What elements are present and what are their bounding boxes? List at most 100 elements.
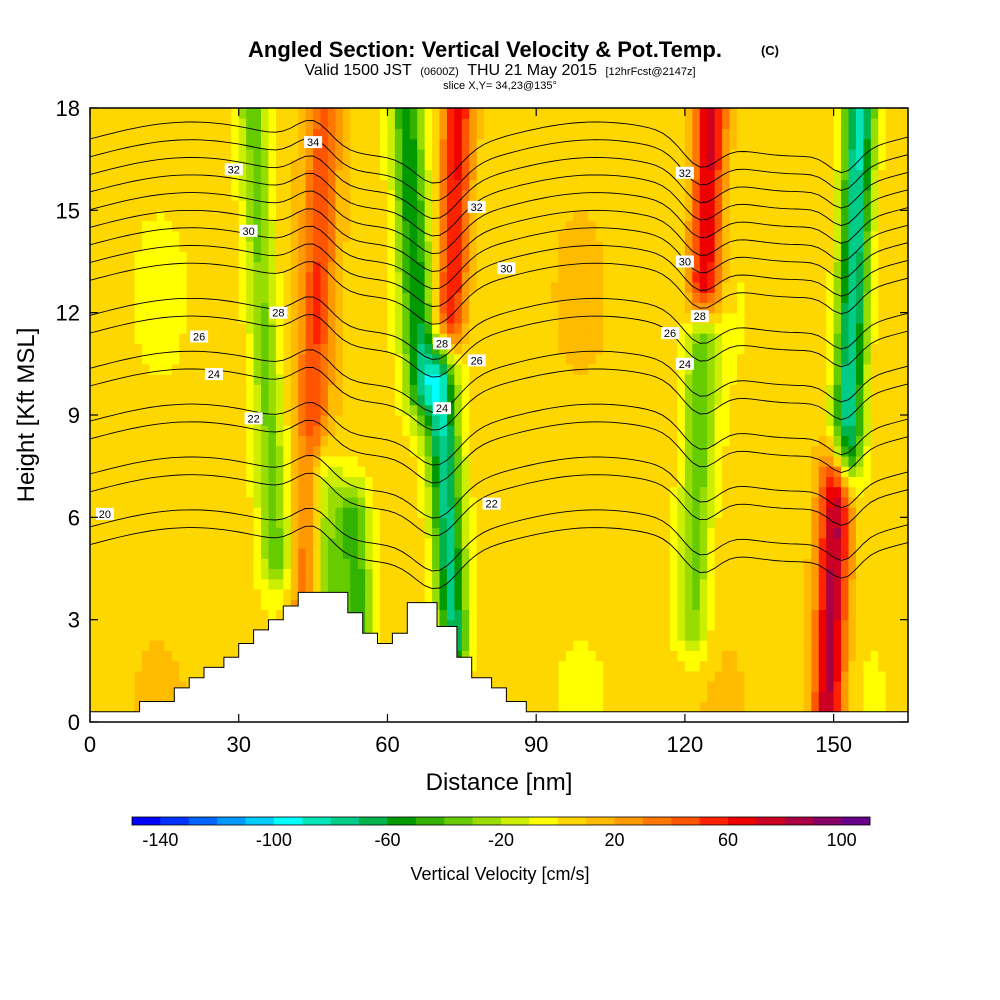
field-cell [112, 660, 121, 672]
field-cell [350, 599, 359, 611]
field-cell [499, 455, 508, 467]
field-cell [469, 159, 478, 170]
field-cell [499, 179, 508, 191]
field-cell [179, 179, 188, 191]
field-cell [491, 128, 500, 140]
field-cell [662, 179, 671, 191]
field-cell [149, 558, 158, 570]
field-cell [446, 455, 455, 467]
field-cell [231, 425, 240, 437]
field-cell [565, 548, 574, 559]
field-cell [97, 128, 106, 140]
field-cell [127, 138, 136, 150]
field-cell [610, 169, 619, 181]
field-cell [625, 322, 634, 334]
field-cell [417, 517, 426, 529]
field-cell [446, 281, 455, 293]
field-cell [164, 548, 173, 559]
field-cell [647, 404, 656, 416]
field-cell [298, 486, 307, 498]
field-cell [461, 271, 470, 283]
field-cell [424, 445, 433, 457]
field-cell [335, 200, 344, 211]
field-cell [365, 384, 374, 396]
field-cell [127, 343, 136, 355]
field-cell [528, 374, 537, 385]
field-cell [655, 353, 664, 365]
field-cell [223, 251, 232, 263]
field-cell [417, 537, 426, 549]
field-cell [573, 496, 582, 508]
field-cell [283, 210, 292, 222]
field-cell [387, 363, 396, 375]
field-cell [625, 650, 634, 662]
field-cell [179, 486, 188, 498]
field-cell [283, 343, 292, 355]
field-cell [551, 496, 560, 508]
field-cell [647, 486, 656, 498]
field-cell [171, 640, 180, 651]
field-cell [268, 200, 277, 211]
field-cell [127, 415, 136, 426]
field-cell [104, 588, 113, 600]
field-cell [305, 527, 314, 539]
field-cell [625, 609, 634, 621]
field-cell [253, 159, 262, 170]
field-cell [134, 363, 143, 375]
field-cell [476, 558, 485, 570]
field-cell [201, 404, 210, 416]
field-cell [655, 241, 664, 252]
field-cell [521, 455, 530, 467]
field-cell [677, 578, 686, 590]
field-cell [446, 251, 455, 263]
field-cell [662, 128, 671, 140]
field-cell [380, 599, 389, 611]
field-cell [112, 312, 121, 324]
field-cell [372, 404, 381, 416]
field-cell [670, 619, 679, 631]
field-cell [454, 507, 463, 518]
field-cell [283, 394, 292, 406]
field-cell [603, 200, 612, 211]
field-cell [551, 200, 560, 211]
field-cell [536, 629, 545, 641]
field-cell [142, 670, 151, 682]
field-cell [521, 210, 530, 222]
field-cell [216, 425, 225, 437]
field-cell [595, 404, 604, 416]
field-cell [290, 128, 299, 140]
field-cell [677, 588, 686, 600]
field-cell [670, 629, 679, 641]
field-cell [342, 374, 351, 385]
field-cell [573, 415, 582, 426]
field-cell [506, 548, 515, 559]
field-cell [640, 210, 649, 222]
field-cell [97, 537, 106, 549]
field-cell [320, 374, 329, 385]
field-cell [461, 629, 470, 641]
field-cell [677, 210, 686, 222]
field-cell [365, 169, 374, 181]
field-cell [499, 527, 508, 539]
field-cell [469, 118, 478, 130]
field-cell [595, 476, 604, 488]
field-cell [261, 404, 270, 416]
field-cell [231, 394, 240, 406]
field-cell [387, 619, 396, 631]
field-cell [201, 128, 210, 140]
field-cell [491, 527, 500, 539]
field-cell [119, 660, 128, 672]
field-cell [238, 496, 247, 508]
field-cell [90, 517, 99, 529]
field-cell [543, 507, 552, 518]
field-cell [268, 609, 277, 621]
field-cell [357, 128, 366, 140]
field-cell [97, 333, 106, 344]
field-cell [573, 650, 582, 662]
field-cell [439, 128, 448, 140]
field-cell [684, 159, 693, 170]
field-cell [536, 578, 545, 590]
field-cell [439, 435, 448, 447]
field-cell [246, 578, 255, 590]
field-cell [573, 507, 582, 518]
